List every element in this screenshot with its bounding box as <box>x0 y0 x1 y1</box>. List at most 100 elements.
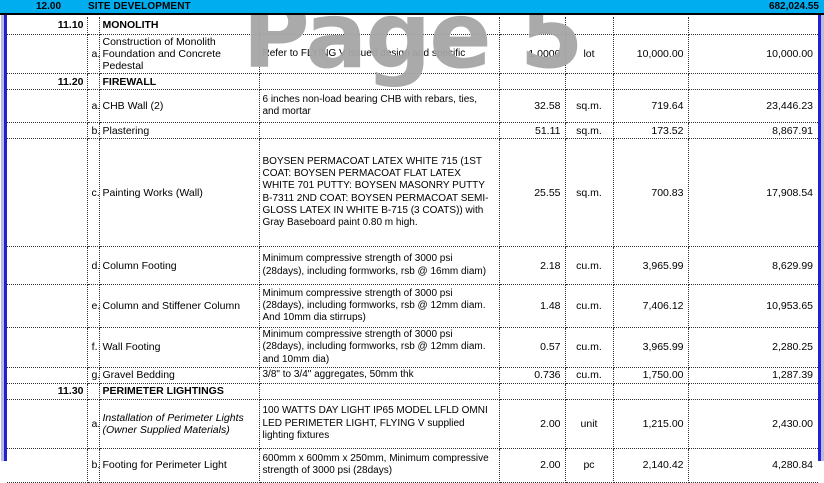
row-code <box>7 34 88 75</box>
row-item-name: Footing for Perimeter Light <box>99 448 260 483</box>
row-description: Minimum compressive strength of 3000 psi… <box>259 284 500 329</box>
row-unit-cost: 7,406.12 <box>613 284 689 329</box>
row-description <box>259 122 500 140</box>
row-amount: 8,629.99 <box>688 246 818 286</box>
row-letter: f. <box>87 327 100 368</box>
table-row[interactable]: a. CHB Wall (2) 6 inches non-load bearing … <box>7 89 818 124</box>
row-description: BOYSEN PERMACOAT LATEX WHITE 715 (1ST CO… <box>259 138 500 248</box>
boq-table-body: 11.10 MONOLITH a. Construction of Monolith … <box>7 17 818 483</box>
row-quantity: 1.48 <box>499 284 566 329</box>
row-description <box>259 17 500 35</box>
row-quantity: 1.0000 <box>499 34 566 75</box>
table-row[interactable]: g. Gravel Bedding 3/8" to 3/4" aggregates,… <box>7 367 818 384</box>
row-amount: 10,953.65 <box>688 284 818 329</box>
section-header-bar: 12.00 SITE DEVELOPMENT 682,024.55 <box>0 0 824 15</box>
row-amount: 2,430.00 <box>688 399 818 449</box>
boq-sheet[interactable]: 11.10 MONOLITH a. Construction of Monolith … <box>7 17 818 483</box>
table-row[interactable]: b. Footing for Perimeter Light 600mm x 600… <box>7 448 818 483</box>
row-amount: 2,280.25 <box>688 327 818 368</box>
row-description: 100 WATTS DAY LIGHT IP65 MODEL LFLD OMNI… <box>259 399 500 449</box>
row-letter: g. <box>87 367 100 384</box>
row-unit-cost <box>613 383 689 400</box>
row-code <box>7 246 88 286</box>
row-unit: cu.m. <box>565 327 614 368</box>
table-row[interactable]: a. Installation of Perimeter Lights (Owne… <box>7 399 818 449</box>
row-letter: a. <box>87 89 100 124</box>
row-description: 6 inches non-load bearing CHB with rebar… <box>259 89 500 124</box>
row-letter: d. <box>87 246 100 286</box>
row-unit: sq.m. <box>565 138 614 248</box>
row-item-name: Installation of Perimeter Lights (Owner … <box>99 399 260 449</box>
row-code <box>7 399 88 449</box>
row-item-name: Column Footing <box>99 246 260 286</box>
row-letter: a. <box>87 34 100 75</box>
left-rail <box>4 15 7 461</box>
row-code <box>7 122 88 140</box>
table-row[interactable]: d. Column Footing Minimum compressive stre… <box>7 246 818 286</box>
row-unit <box>565 73 614 91</box>
row-amount: 10,000.00 <box>688 34 818 75</box>
boq-table: 11.10 MONOLITH a. Construction of Monolith … <box>7 17 818 483</box>
row-quantity: 0.57 <box>499 327 566 368</box>
row-item-name: Construction of Monolith Foundation and … <box>99 34 260 75</box>
row-code <box>7 327 88 368</box>
table-row[interactable]: c. Painting Works (Wall) BOYSEN PERMACOAT … <box>7 138 818 248</box>
subsection-row[interactable]: 11.30 PERIMETER LIGHTINGS <box>7 383 818 400</box>
row-item-name: CHB Wall (2) <box>99 89 260 124</box>
row-unit: cu.m. <box>565 367 614 384</box>
row-unit: sq.m. <box>565 122 614 140</box>
row-unit-cost: 719.64 <box>613 89 689 124</box>
row-description: 600mm x 600mm x 250mm, Minimum compressi… <box>259 448 500 483</box>
row-description <box>259 383 500 400</box>
row-unit-cost: 173.52 <box>613 122 689 140</box>
row-item-name: MONOLITH <box>99 17 260 35</box>
table-row[interactable]: f. Wall Footing Minimum compressive streng… <box>7 327 818 368</box>
table-row[interactable]: b. Plastering 51.11 sq.m. 173.52 8,867.91 <box>7 122 818 140</box>
row-amount: 8,867.91 <box>688 122 818 140</box>
row-quantity <box>499 383 566 400</box>
subsection-row[interactable]: 11.20 FIREWALL <box>7 73 818 91</box>
row-description <box>259 73 500 91</box>
table-row[interactable]: e. Column and Stiffener Column Minimum com… <box>7 284 818 329</box>
row-unit: pc <box>565 448 614 483</box>
section-title: SITE DEVELOPMENT <box>88 1 191 12</box>
right-rail <box>818 15 821 461</box>
row-unit: cu.m. <box>565 246 614 286</box>
row-amount: 17,908.54 <box>688 138 818 248</box>
row-item-name: Plastering <box>99 122 260 140</box>
row-amount: 4,280.84 <box>688 448 818 483</box>
row-item-name: PERIMETER LIGHTINGS <box>99 383 260 400</box>
row-unit-cost: 3,965.99 <box>613 246 689 286</box>
row-amount: 23,446.23 <box>688 89 818 124</box>
row-quantity: 2.00 <box>499 399 566 449</box>
row-quantity: 51.11 <box>499 122 566 140</box>
row-unit-cost: 1,215.00 <box>613 399 689 449</box>
row-unit-cost: 10,000.00 <box>613 34 689 75</box>
row-quantity: 0.736 <box>499 367 566 384</box>
row-code: 11.30 <box>7 383 88 400</box>
section-amount: 682,024.55 <box>768 1 819 12</box>
row-unit <box>565 17 614 35</box>
row-description: Refer to FLYING V issued design and spec… <box>259 34 500 75</box>
right-margin-tint <box>821 15 824 461</box>
row-quantity: 25.55 <box>499 138 566 248</box>
row-code <box>7 138 88 248</box>
row-quantity: 2.18 <box>499 246 566 286</box>
subsection-row[interactable]: 11.10 MONOLITH <box>7 17 818 35</box>
row-quantity: 2.00 <box>499 448 566 483</box>
row-quantity <box>499 17 566 35</box>
row-amount <box>688 73 818 91</box>
row-item-name: Gravel Bedding <box>99 367 260 384</box>
row-letter <box>87 17 100 35</box>
row-quantity: 32.58 <box>499 89 566 124</box>
row-unit: unit <box>565 399 614 449</box>
row-description: Minimum compressive strength of 3000 psi… <box>259 246 500 286</box>
row-item-name: Column and Stiffener Column <box>99 284 260 329</box>
section-code: 12.00 <box>36 1 62 12</box>
row-code: 11.20 <box>7 73 88 91</box>
row-unit <box>565 383 614 400</box>
row-item-name: Wall Footing <box>99 327 260 368</box>
row-letter: c. <box>87 138 100 248</box>
row-unit-cost <box>613 17 689 35</box>
table-row[interactable]: a. Construction of Monolith Foundation an… <box>7 34 818 75</box>
